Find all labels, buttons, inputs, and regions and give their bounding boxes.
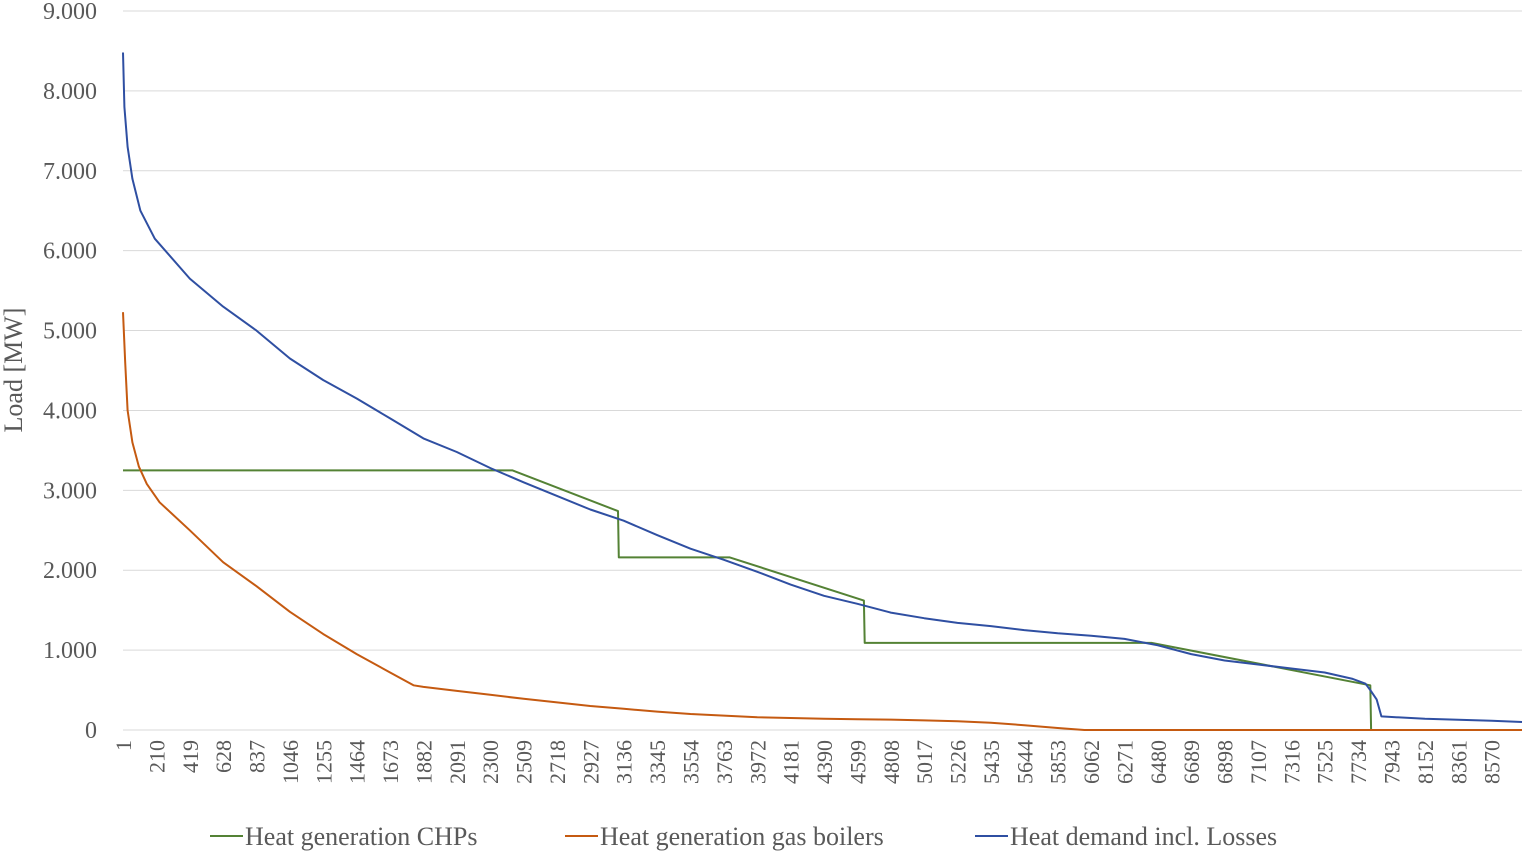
x-tick-label: 5017 [912,740,937,784]
x-tick-label: 7734 [1346,740,1371,784]
y-tick-label: 1.000 [43,638,97,664]
x-tick-label: 2300 [478,740,503,784]
x-tick-label: 6480 [1146,740,1171,784]
x-axis-ticks: 1 210 419 628 837 1046 1255 1464 1673 1882 2091 230… [111,740,1505,784]
x-tick-label: 3972 [745,740,770,784]
x-tick-label: 628 [211,740,236,773]
x-tick-label: 6898 [1213,740,1238,784]
x-tick-label: 5853 [1046,740,1071,784]
x-tick-label: 2091 [445,740,470,784]
x-tick-label: 7525 [1313,740,1338,784]
series-lines [122,52,1523,731]
x-tick-label: 6271 [1112,740,1137,784]
legend-item-heat-generation-gas-boilers: Heat generation gas boilers [565,822,884,851]
y-axis-label: Load [MW] [0,308,28,433]
x-tick-label: 6689 [1179,740,1204,784]
x-tick-label: 7316 [1279,740,1304,784]
y-tick-label: 6.000 [43,239,97,265]
y-tick-label: 7.000 [43,159,97,185]
x-tick-label: 7943 [1380,740,1405,784]
x-tick-label: 1464 [345,740,370,784]
x-tick-label: 1046 [278,740,303,784]
x-tick-label: 4181 [779,740,804,784]
x-tick-label: 8570 [1480,740,1505,784]
x-tick-label: 5435 [979,740,1004,784]
legend-label: Heat generation CHPs [245,822,478,851]
x-tick-label: 1882 [411,740,436,784]
x-tick-label: 837 [245,740,270,773]
x-tick-label: 2509 [512,740,537,784]
y-tick-label: 4.000 [43,398,97,424]
x-tick-label: 3763 [712,740,737,784]
x-tick-label: 8152 [1413,740,1438,784]
x-tick-label: 7107 [1246,740,1271,784]
y-tick-label: 0 [85,718,97,744]
x-tick-label: 3345 [645,740,670,784]
legend-item-heat-generation-chps: Heat generation CHPs [210,822,478,851]
x-tick-label: 4599 [845,740,870,784]
series-line-heat-generation-chps [123,469,1522,731]
y-tick-label: 8.000 [43,79,97,105]
y-tick-label: 9.000 [43,0,97,25]
x-tick-label: 4390 [812,740,837,784]
y-axis-ticks: 0 1.000 2.000 3.000 4.000 5.000 6.000 7.000 8.00… [43,0,97,744]
x-tick-label: 6062 [1079,740,1104,784]
legend-label: Heat demand incl. Losses [1010,822,1277,851]
x-tick-label: 210 [144,740,169,773]
series-line-heat-generation-gas-boilers [122,312,1522,731]
x-tick-label: 8361 [1446,740,1471,784]
x-tick-label: 1673 [378,740,403,784]
legend-label: Heat generation gas boilers [600,822,884,851]
x-tick-label: 5226 [946,740,971,784]
x-tick-label: 2927 [578,740,603,784]
legend: Heat generation CHPs Heat generation gas … [210,822,1277,851]
y-tick-label: 3.000 [43,478,97,504]
x-tick-label: 4808 [879,740,904,784]
x-tick-label: 1255 [311,740,336,784]
series-line-heat-demand-incl-losses [122,52,1523,723]
x-tick-label: 5644 [1012,740,1037,784]
x-tick-label: 419 [178,740,203,773]
x-tick-label: 2718 [545,740,570,784]
x-tick-label: 1 [111,740,136,751]
y-tick-label: 5.000 [43,319,97,345]
y-tick-label: 2.000 [43,558,97,584]
x-tick-label: 3554 [678,740,703,784]
gridlines [123,10,1522,731]
legend-item-heat-demand-incl-losses: Heat demand incl. Losses [975,822,1277,851]
x-tick-label: 3136 [612,740,637,784]
